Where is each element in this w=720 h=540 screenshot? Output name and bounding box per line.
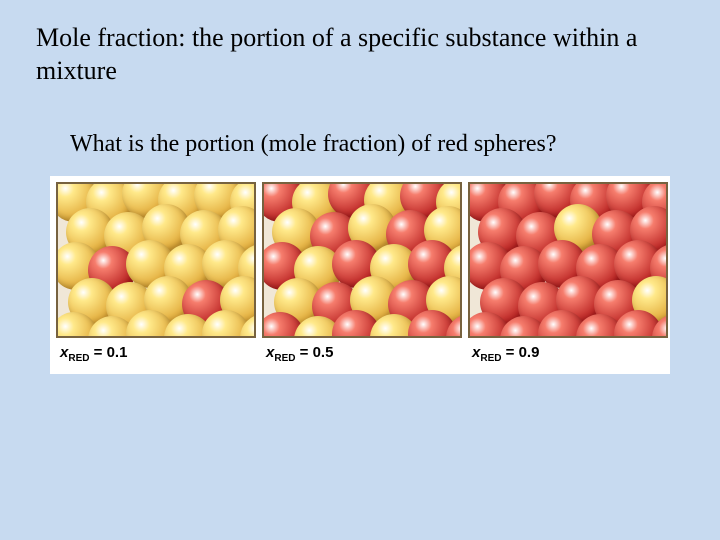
caption-eq-0: = xyxy=(89,344,106,361)
caption-eq-2: = xyxy=(501,344,518,361)
panel-col-0: xRED = 0.1 xyxy=(56,182,256,374)
caption-val-0: 0.1 xyxy=(107,344,128,361)
caption-eq-1: = xyxy=(295,344,312,361)
panels-container: xRED = 0.1 xRED = 0.5 xRED = 0.9 xyxy=(50,176,670,374)
caption-sub-2: RED xyxy=(480,353,501,364)
caption-sub-1: RED xyxy=(274,353,295,364)
caption-val-1: 0.5 xyxy=(313,344,334,361)
caption-0: xRED = 0.1 xyxy=(56,338,256,374)
question-text: What is the portion (mole fraction) of r… xyxy=(0,87,720,158)
definition-text: Mole fraction: the portion of a specific… xyxy=(0,0,720,87)
panel-col-2: xRED = 0.9 xyxy=(468,182,668,374)
sphere-panel-2 xyxy=(468,182,668,338)
sphere-panel-0 xyxy=(56,182,256,338)
sphere-panel-1 xyxy=(262,182,462,338)
caption-val-2: 0.9 xyxy=(519,344,540,361)
caption-sub-0: RED xyxy=(68,353,89,364)
caption-1: xRED = 0.5 xyxy=(262,338,462,374)
panel-col-1: xRED = 0.5 xyxy=(262,182,462,374)
caption-2: xRED = 0.9 xyxy=(468,338,668,374)
